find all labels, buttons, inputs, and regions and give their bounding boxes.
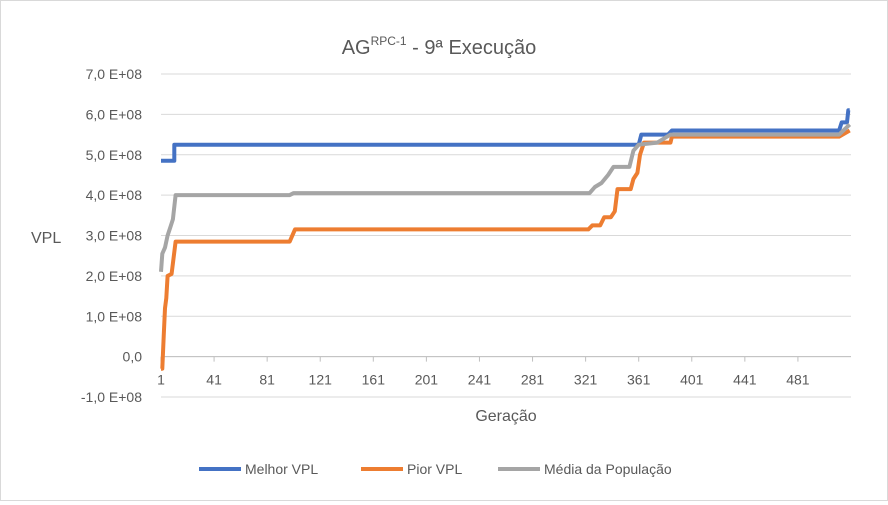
y-tick-label: 3,0 E+08 <box>86 228 143 244</box>
y-tick-label: 1,0 E+08 <box>86 308 143 324</box>
x-tick-label: 441 <box>733 372 757 388</box>
x-tick-label: 361 <box>627 372 651 388</box>
chart-title-main: AG <box>342 37 371 59</box>
legend-label: Pior VPL <box>407 461 462 477</box>
series-line <box>160 128 851 371</box>
x-tick-label: 401 <box>680 372 704 388</box>
x-tick-label: 161 <box>362 372 386 388</box>
y-tick-label: -1,0 E+08 <box>81 389 142 405</box>
x-tick-label: 321 <box>574 372 598 388</box>
x-tick-label: 81 <box>259 372 275 388</box>
y-tick-label: 4,0 E+08 <box>86 187 143 203</box>
y-tick-label: 7,0 E+08 <box>86 66 143 82</box>
x-tick-label: 481 <box>786 372 810 388</box>
legend-label: Média da População <box>544 461 672 477</box>
x-tick-label: 241 <box>468 372 492 388</box>
series-lines <box>159 108 852 371</box>
x-tick-label: 41 <box>206 372 222 388</box>
x-axis-tick-labels: 1 41 81 121 161 201 241 281 321 361 401 441 481 <box>157 356 810 388</box>
x-axis-label: Geração <box>475 408 536 425</box>
series-line <box>159 123 852 272</box>
x-tick-label: 281 <box>521 372 545 388</box>
legend: Melhor VPL Pior VPL Média da População <box>199 461 672 477</box>
y-axis-label: VPL <box>31 230 61 247</box>
y-tick-label: 6,0 E+08 <box>86 106 143 122</box>
gridlines <box>161 73 851 398</box>
y-tick-label: 5,0 E+08 <box>86 147 143 163</box>
chart-title-superscript: RPC-1 <box>371 34 407 48</box>
chart-title-suffix: - 9ª Execução <box>407 37 537 59</box>
x-tick-label: 201 <box>415 372 439 388</box>
chart-title: AGRPC-1 - 9ª Execução <box>342 34 537 59</box>
y-tick-label: 2,0 E+08 <box>86 268 143 284</box>
legend-label: Melhor VPL <box>245 461 318 477</box>
series-line <box>161 108 851 163</box>
y-axis-tick-labels: -1,0 E+08 0,0 1,0 E+08 2,0 E+08 3,0 E+08 4,0 … <box>81 66 142 405</box>
y-tick-label: 0,0 <box>123 349 143 365</box>
x-tick-label: 1 <box>157 372 165 388</box>
x-tick-label: 121 <box>309 372 333 388</box>
